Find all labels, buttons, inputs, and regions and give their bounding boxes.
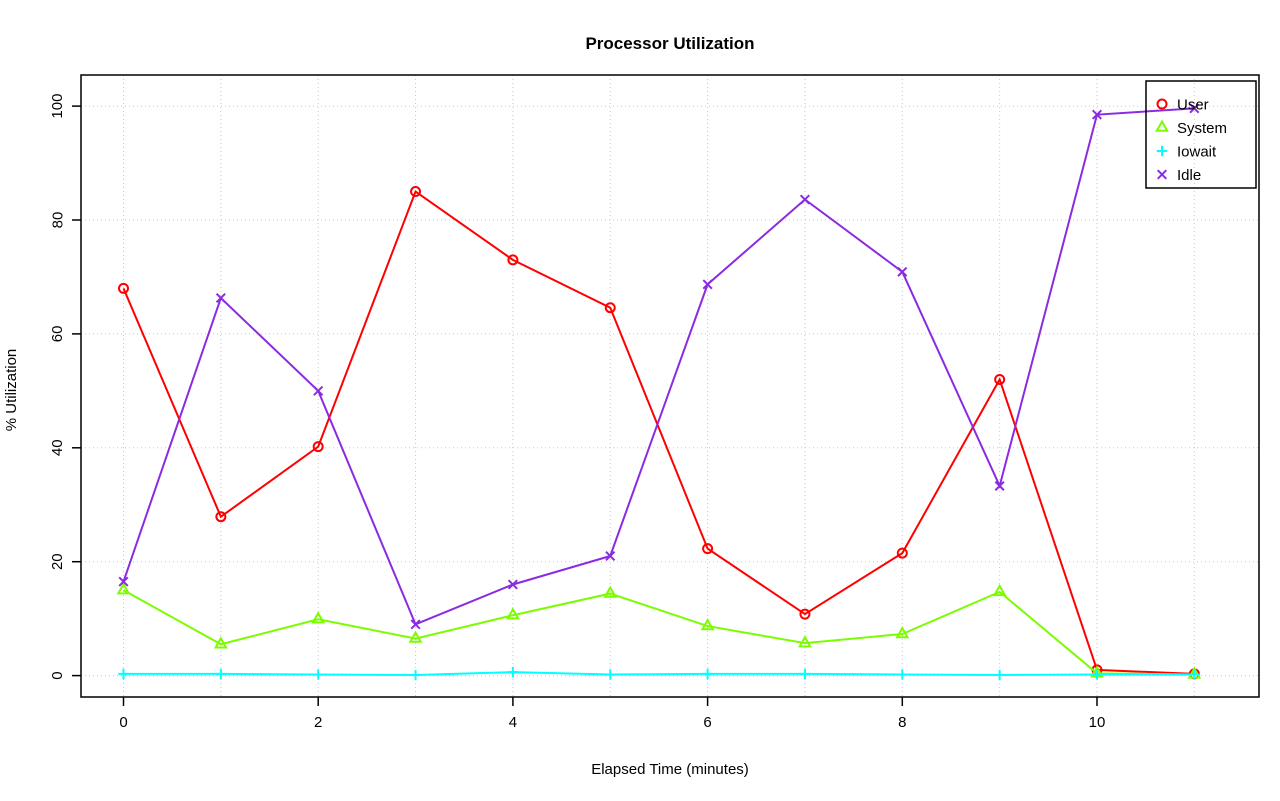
circle-marker (312, 441, 324, 453)
circle-marker (702, 543, 714, 555)
triangle-marker (992, 583, 1007, 597)
triangle-marker (505, 607, 520, 620)
circle-marker (507, 254, 519, 266)
circle-marker (604, 302, 616, 314)
plot-border (80, 74, 1260, 698)
x-marker (1156, 169, 1168, 180)
y-axis-label: % Utilization (3, 349, 20, 432)
x-marker (799, 194, 810, 205)
series-line (123, 589, 1195, 676)
plus-marker (1091, 669, 1103, 680)
plus-marker (1189, 669, 1200, 680)
plus-marker (799, 668, 811, 680)
plus-marker (313, 669, 324, 680)
series-idle (118, 103, 1200, 630)
series-user (118, 186, 1200, 680)
x-tick-label: 2 (314, 714, 322, 731)
x-marker (215, 293, 226, 304)
x-marker (1189, 103, 1200, 114)
circle-marker (1156, 98, 1168, 110)
legend-label: Iowait (1177, 143, 1217, 160)
legend-item-idle: Idle (1156, 167, 1201, 184)
plus-marker (605, 669, 616, 680)
plus-marker (507, 666, 519, 678)
x-marker (702, 279, 713, 290)
x-tick-label: 0 (119, 714, 127, 731)
triangle-marker (1155, 119, 1169, 132)
x-tick-label: 4 (509, 714, 517, 731)
x-marker (507, 579, 518, 590)
series-system (116, 582, 1202, 679)
x-tick-label: 6 (703, 714, 711, 731)
y-tick-label: 100 (49, 94, 66, 119)
triangle-marker (700, 618, 715, 631)
y-tick-label: 20 (49, 553, 66, 570)
plus-marker (1156, 145, 1168, 157)
triangle-marker (798, 635, 812, 648)
chart-title: Processor Utilization (585, 34, 754, 53)
triangle-marker (213, 636, 228, 649)
triangle-marker (895, 625, 910, 639)
circle-marker (118, 282, 129, 294)
plus-marker (410, 669, 421, 681)
x-tick-label: 10 (1089, 714, 1106, 731)
x-axis-label: Elapsed Time (minutes) (591, 761, 749, 778)
x-marker (118, 576, 129, 587)
y-tick-label: 80 (49, 212, 66, 229)
legend-label: System (1177, 120, 1227, 137)
legend-label: User (1177, 96, 1209, 113)
circle-marker (410, 186, 422, 198)
legend-item-iowait: Iowait (1156, 143, 1217, 160)
circle-marker (896, 547, 908, 559)
x-marker (897, 266, 908, 277)
legend-box (1145, 80, 1257, 189)
y-tick-label: 60 (49, 326, 66, 343)
x-marker (1091, 109, 1103, 120)
legend-item-system: System (1155, 119, 1227, 137)
x-marker (313, 385, 324, 396)
triangle-marker (116, 582, 131, 595)
plus-marker (118, 668, 129, 680)
legend-item-user: User (1156, 96, 1209, 113)
series-line (122, 107, 1195, 626)
plus-marker (897, 669, 908, 680)
gridlines (81, 75, 1259, 697)
x-marker (605, 550, 616, 562)
legend: User System Iowait Idle (1145, 80, 1257, 189)
y-tick-label: 40 (49, 439, 66, 456)
plus-marker (994, 669, 1005, 681)
circle-marker (215, 511, 227, 523)
triangle-marker (408, 630, 423, 643)
x-marker (994, 480, 1005, 491)
x-tick-label: 8 (898, 714, 906, 731)
triangle-marker (603, 585, 618, 598)
plus-marker (215, 668, 227, 680)
series-line (123, 671, 1195, 677)
y-tick-label: 0 (49, 671, 66, 679)
data-series (116, 103, 1202, 681)
legend-label: Idle (1177, 167, 1201, 184)
circle-marker (799, 608, 811, 620)
plus-marker (702, 668, 713, 680)
series-line (122, 189, 1195, 675)
circle-marker (994, 373, 1006, 385)
series-iowait (118, 666, 1200, 681)
x-marker (410, 619, 421, 630)
triangle-marker (311, 611, 326, 624)
